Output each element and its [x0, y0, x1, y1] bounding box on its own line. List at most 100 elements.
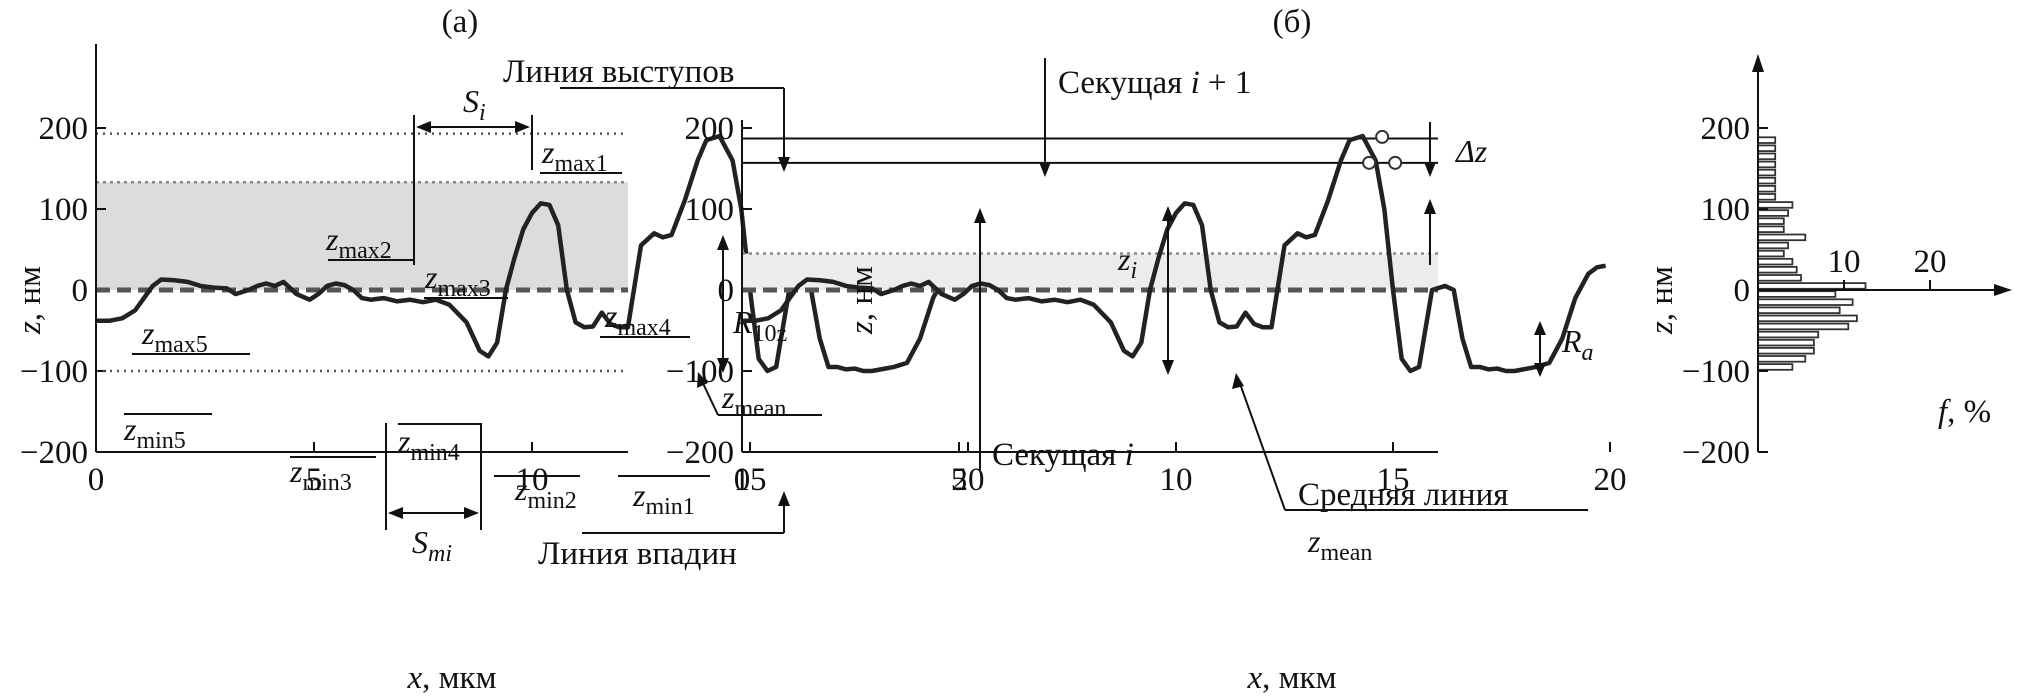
c-hist-bar [1757, 274, 1802, 282]
a-r10z-band [96, 182, 628, 290]
a-axes [95, 44, 628, 453]
b-ytick-label: 0 [718, 273, 735, 309]
c-ylabel: z, нм [1644, 266, 1680, 335]
b-intersection-point [1362, 155, 1377, 170]
c-hist-bar [1757, 168, 1777, 177]
b-dz-arrowhead-top [1424, 162, 1436, 177]
a-zmin5-label: zmin5 [123, 411, 186, 454]
c-hist-bar [1757, 314, 1858, 323]
a-zmin4-sub: min4 [410, 440, 459, 466]
c-ytick-label: −200 [1682, 435, 1750, 471]
b-zmean-sub: mean [1320, 540, 1372, 566]
b-mean-arrowhead [1232, 373, 1244, 389]
a-zmean-main: z [721, 379, 735, 415]
b-secant-i-label: Секущая i [992, 437, 1134, 473]
a-si-label: Si [463, 83, 486, 126]
a-peaks-line-label: Линия выступов [503, 54, 734, 90]
b-zi-main: z [1117, 241, 1131, 277]
a-zmin2-main: z [514, 471, 528, 507]
c-hist-bar [1757, 209, 1790, 217]
panel-histogram: −200 −100 0 100 200 10 20 z, нм f, % [1644, 54, 2012, 471]
b-reference-lines [742, 137, 1438, 293]
a-si-arrow-left [416, 121, 431, 133]
b-intersection-point [1388, 155, 1403, 170]
c-axes [1752, 54, 2012, 452]
c-hist-bar [1757, 306, 1841, 314]
b-ytick-label: −200 [666, 435, 734, 471]
b-ytick-label: 200 [685, 111, 735, 147]
b-ra-arrow-bottom [1534, 363, 1546, 377]
a-zmin3-main: z [289, 453, 303, 489]
a-smi-main: S [412, 524, 428, 560]
a-zmax1-sub: max1 [554, 151, 607, 177]
c-hist-bar [1757, 363, 1794, 371]
a-zmax1-main: z [541, 134, 555, 170]
b-xlabel: x, мкм [1247, 660, 1337, 696]
b-mean-leader [1237, 377, 1286, 511]
b-zmean-label: zmean [1307, 523, 1372, 566]
c-y-axis-arrow [1752, 54, 1764, 72]
a-xlabel: x, мкм [407, 660, 497, 696]
b-zi-label: zi [1117, 241, 1137, 284]
b-mean-line-label: Средняя линия [1298, 477, 1508, 513]
c-xtick-label: 20 [1914, 244, 1947, 280]
c-ticks: −200 −100 0 100 200 10 20 [1682, 111, 1947, 471]
b-arrowheads [974, 162, 1546, 389]
c-hist-bar [1757, 355, 1807, 363]
b-title: (б) [1273, 4, 1312, 40]
c-hist-bar [1757, 282, 1867, 290]
a-zmax2-label: zmax2 [325, 221, 392, 264]
a-zmean-label: zmean [721, 379, 786, 422]
a-zmax4-main: z [604, 298, 618, 334]
a-xlabel-unit: , мкм [422, 660, 496, 696]
b-xtick-label: 20 [1594, 462, 1627, 498]
b-secant-i-arrowhead [974, 208, 986, 223]
c-hist-bar [1757, 249, 1785, 258]
b-secant-i1-sym: i [1191, 65, 1200, 101]
a-peaks-arrowhead [778, 157, 790, 172]
a-ytick-label: 200 [39, 111, 89, 147]
c-hist-bar [1757, 298, 1854, 306]
c-hist-bar [1757, 176, 1777, 185]
a-zmax2-main: z [325, 221, 339, 257]
b-intersection-points [1362, 129, 1403, 170]
c-hist-bar [1757, 257, 1794, 266]
c-hist-bar [1757, 322, 1850, 331]
a-xtick-label: 10 [516, 462, 549, 498]
c-ylabel-unit: , нм [1644, 266, 1680, 321]
a-si-arrow-right [515, 121, 530, 133]
b-zi-sub: i [1130, 258, 1137, 284]
a-ytick-label: −100 [20, 354, 88, 390]
a-zmax3-sub: max3 [437, 276, 490, 302]
c-hist-bar [1757, 160, 1777, 169]
a-ytick-label: 100 [39, 192, 89, 228]
c-xlabel: f, % [1938, 394, 1991, 430]
a-zmean-sub: mean [734, 396, 786, 422]
b-secant-i-sym: i [1125, 437, 1134, 473]
c-hist-bar [1757, 152, 1777, 161]
b-zmean-main: z [1307, 523, 1321, 559]
a-zmax5-label: zmax5 [141, 315, 208, 358]
a-r10z-arrow-bottom [717, 358, 729, 373]
b-ytick-label: 100 [685, 192, 735, 228]
a-zmin1-sub: min1 [645, 494, 694, 520]
a-zmin1-label: zmin1 [632, 477, 695, 520]
a-zmax2-sub: max2 [338, 238, 391, 264]
c-hist-bar [1757, 233, 1807, 242]
c-hist-bar [1757, 144, 1777, 152]
c-xtick-label: 10 [1828, 244, 1861, 280]
a-ylabel-sym: z [12, 321, 48, 335]
b-ylabel: z, нм [844, 266, 880, 335]
a-si-main: S [463, 83, 479, 119]
a-profile-line [96, 133, 965, 374]
a-title: (а) [442, 4, 479, 40]
c-hist-bar [1757, 201, 1794, 209]
a-arrowheads [388, 121, 790, 519]
a-xtick-label: 5 [306, 462, 323, 498]
a-zmin1-main: z [632, 477, 646, 513]
a-smi-label: Smi [412, 524, 452, 567]
c-hist-bar [1757, 217, 1785, 225]
a-xtick-label: 0 [88, 462, 105, 498]
a-zmin4-label: zmin4 [397, 423, 460, 466]
